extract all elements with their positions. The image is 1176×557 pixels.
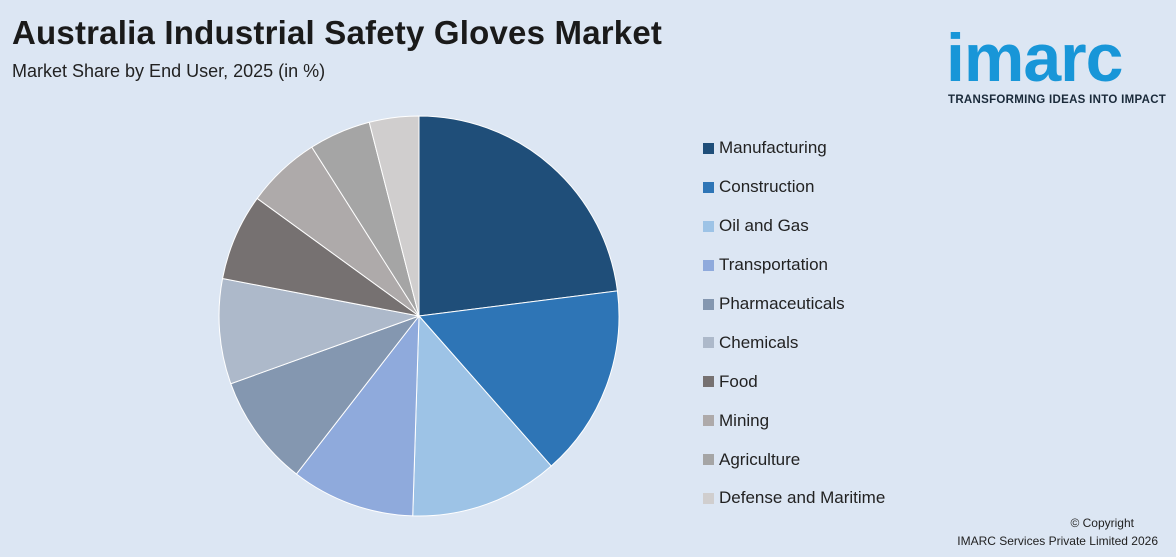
legend-item-oil-and-gas: Oil and Gas [703,207,885,246]
legend-swatch [703,454,714,465]
legend-item-construction: Construction [703,168,885,207]
pie-slice-manufacturing [419,116,617,316]
legend-item-transportation: Transportation [703,246,885,285]
copyright-company: IMARC Services Private Limited 2026 [957,534,1158,548]
legend-item-agriculture: Agriculture [703,440,885,479]
legend-label: Mining [719,411,769,431]
legend-label: Construction [719,177,814,197]
legend-item-chemicals: Chemicals [703,323,885,362]
legend-label: Agriculture [719,450,800,470]
legend-label: Chemicals [719,333,798,353]
legend-label: Pharmaceuticals [719,294,845,314]
legend-label: Oil and Gas [719,216,809,236]
legend-swatch [703,376,714,387]
copyright-label: © Copyright [1070,516,1134,530]
legend-item-manufacturing: Manufacturing [703,129,885,168]
legend-label: Food [719,372,758,392]
legend-swatch [703,299,714,310]
legend-swatch [703,221,714,232]
legend-swatch [703,143,714,154]
legend-item-mining: Mining [703,401,885,440]
legend-label: Manufacturing [719,138,827,158]
legend-swatch [703,493,714,504]
legend-item-defense-and-maritime: Defense and Maritime [703,479,885,518]
legend-swatch [703,337,714,348]
legend-swatch [703,260,714,271]
legend-label: Defense and Maritime [719,488,885,508]
legend-swatch [703,415,714,426]
legend-item-pharmaceuticals: Pharmaceuticals [703,285,885,324]
legend-label: Transportation [719,255,828,275]
chart-legend: Manufacturing Construction Oil and Gas Tran… [703,129,885,518]
legend-swatch [703,182,714,193]
legend-item-food: Food [703,362,885,401]
